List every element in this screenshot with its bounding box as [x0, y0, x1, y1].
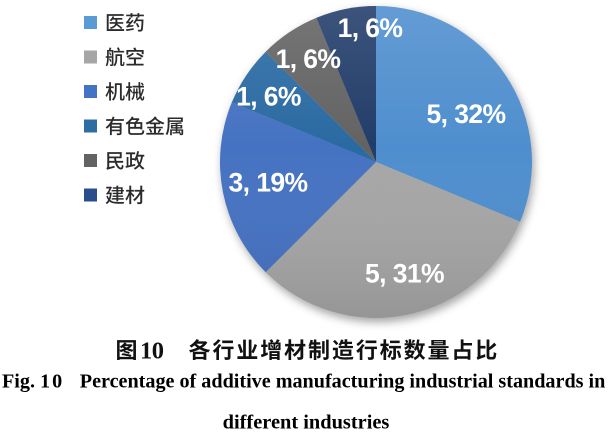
- svg-text:10: 10: [140, 338, 164, 365]
- svg-text:5, 32%: 5, 32%: [427, 99, 506, 129]
- svg-text:Fig. 10 Percentage of additiv: Fig. 10 Percentage of additive manufactu…: [2, 371, 605, 393]
- svg-text:1, 6%: 1, 6%: [236, 82, 301, 112]
- svg-text:1, 6%: 1, 6%: [276, 44, 341, 74]
- svg-text:different industries: different industries: [223, 412, 390, 434]
- svg-text:5, 31%: 5, 31%: [365, 259, 444, 289]
- svg-text:3, 19%: 3, 19%: [229, 168, 308, 198]
- svg-text:1, 6%: 1, 6%: [338, 13, 403, 43]
